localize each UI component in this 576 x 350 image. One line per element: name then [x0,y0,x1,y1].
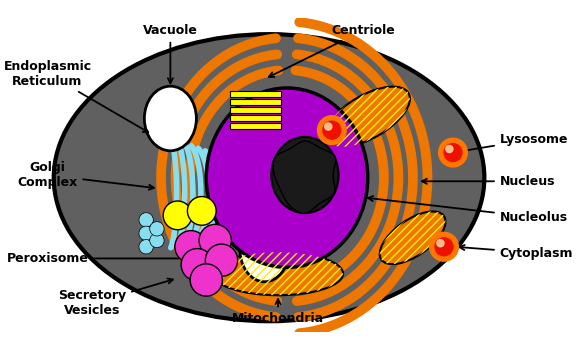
Ellipse shape [240,217,289,282]
Ellipse shape [145,86,196,151]
Polygon shape [273,141,336,214]
Ellipse shape [213,252,343,295]
Text: Secretory
Vesicles: Secretory Vesicles [58,279,173,317]
Circle shape [150,222,164,236]
Circle shape [325,123,332,130]
Circle shape [150,233,164,248]
Circle shape [175,231,207,263]
Circle shape [190,264,222,296]
Circle shape [444,144,462,162]
Bar [230,99,281,105]
Circle shape [446,145,453,153]
Bar [230,107,281,113]
Ellipse shape [271,137,339,213]
Bar [230,115,281,121]
Text: Mitochondria: Mitochondria [232,299,324,325]
Circle shape [437,240,444,247]
Text: Vacuole: Vacuole [143,24,198,83]
Text: Peroxisome: Peroxisome [6,252,186,265]
Circle shape [139,226,153,240]
Circle shape [139,213,153,227]
Text: Nucleus: Nucleus [422,175,555,188]
Ellipse shape [325,87,410,147]
Circle shape [139,240,153,254]
Text: Nucleolus: Nucleolus [368,196,568,224]
Bar [230,123,281,129]
Circle shape [430,232,458,261]
Text: Lysosome: Lysosome [458,133,568,153]
Circle shape [181,248,214,281]
Text: Cytoplasm: Cytoplasm [460,245,573,260]
Circle shape [199,224,232,257]
Circle shape [438,138,467,167]
Circle shape [317,116,346,145]
Ellipse shape [54,34,484,321]
Circle shape [323,121,341,139]
Circle shape [435,238,453,256]
Circle shape [163,201,192,230]
Ellipse shape [206,88,367,267]
Circle shape [187,197,216,225]
Text: Endoplasmic
Reticulum: Endoplasmic Reticulum [3,60,148,132]
Text: Golgi
Complex: Golgi Complex [17,161,154,190]
Ellipse shape [380,211,445,264]
Circle shape [206,244,238,276]
Bar [230,91,281,97]
Text: Centriole: Centriole [269,24,395,77]
